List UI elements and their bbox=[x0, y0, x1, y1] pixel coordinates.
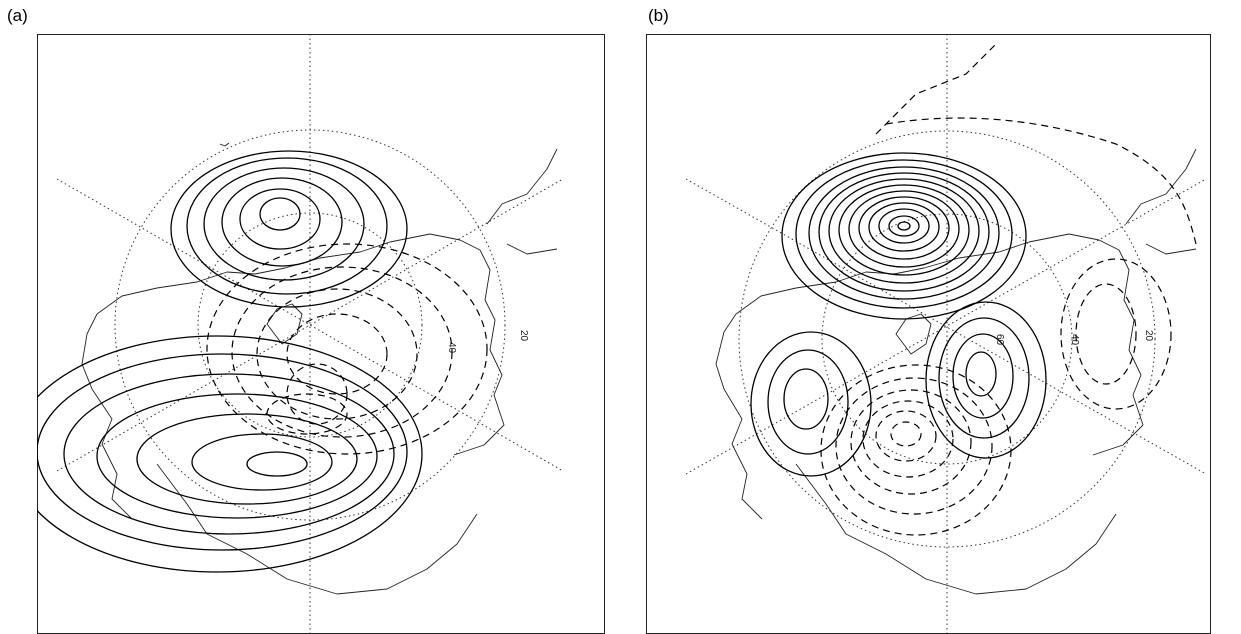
coastlines bbox=[81, 142, 558, 595]
lat-label-40: 40 bbox=[446, 342, 457, 354]
lat-label-60: 60 bbox=[994, 334, 1005, 346]
positive-contours-top bbox=[781, 152, 1027, 320]
positive-contours-top bbox=[170, 150, 408, 308]
graticule bbox=[56, 34, 564, 634]
map-panel-a: 40 20 bbox=[37, 34, 605, 634]
map-panel-a-svg: 40 20 bbox=[37, 34, 605, 634]
positive-contours-right bbox=[925, 301, 1047, 459]
lat-label-20: 20 bbox=[518, 330, 529, 342]
panel-a-label: (a) bbox=[7, 6, 28, 25]
lat-label-20: 20 bbox=[1143, 330, 1154, 342]
negative-contours bbox=[206, 243, 488, 455]
positive-contours-bottom bbox=[37, 335, 423, 573]
lat-label-40: 40 bbox=[1069, 334, 1080, 346]
map-frame bbox=[37, 34, 605, 634]
negative-contours bbox=[820, 43, 1197, 536]
panel-b-label: (b) bbox=[648, 6, 669, 25]
map-panel-b: 60 40 20 bbox=[646, 34, 1211, 634]
map-panel-b-svg: 60 40 20 bbox=[646, 34, 1211, 634]
graticule bbox=[685, 34, 1207, 634]
